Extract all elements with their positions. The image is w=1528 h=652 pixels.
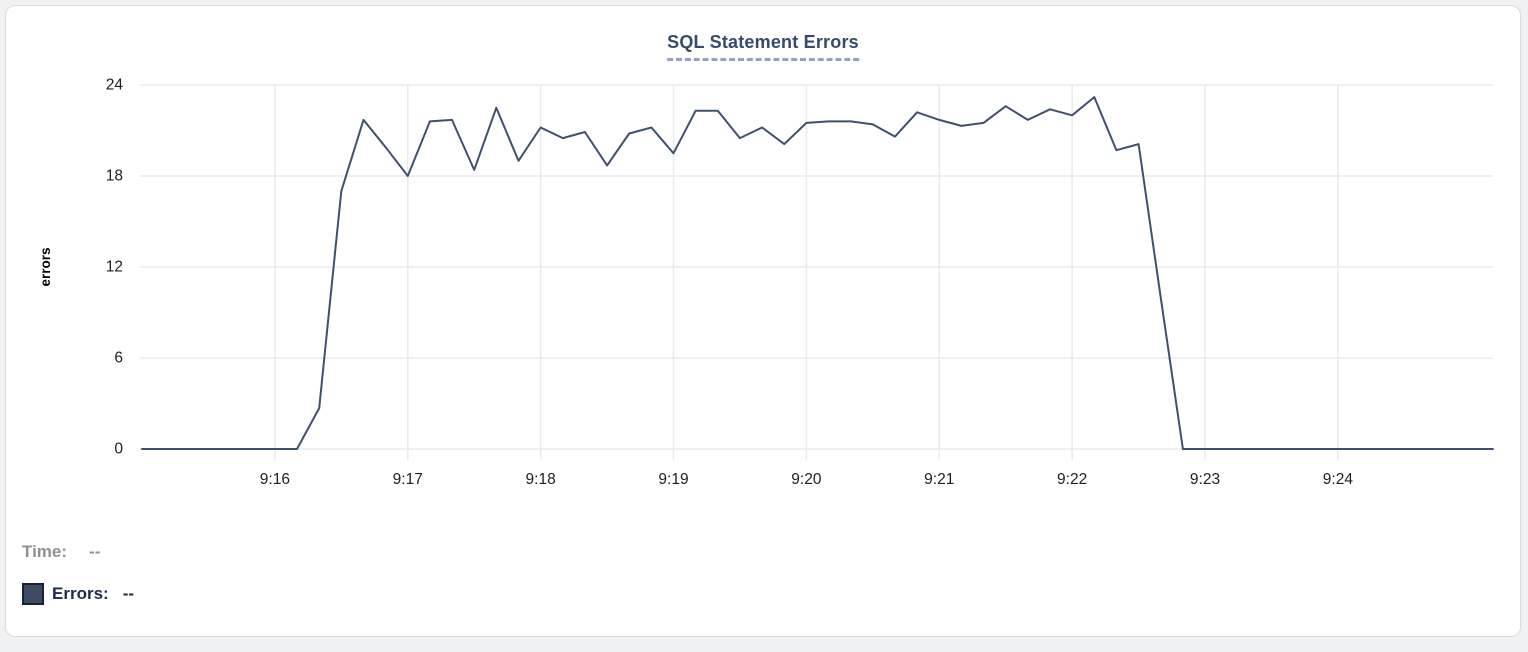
errors-value: --: [122, 584, 135, 603]
x-tick-label: 9:17: [393, 471, 423, 488]
y-tick-label: 12: [106, 259, 123, 276]
x-tick-label: 9:24: [1323, 471, 1354, 488]
x-tick-label: 9:20: [791, 471, 822, 488]
x-tick-label: 9:23: [1190, 471, 1220, 488]
errors-series-line: [141, 96, 1494, 450]
y-tick-label: 18: [106, 168, 123, 185]
chart-title-link[interactable]: SQL Statement Errors: [667, 32, 859, 61]
x-tick-label: 9:16: [260, 471, 290, 488]
errors-line-chart[interactable]: 0 6 12 18 24 9:16 9:17 9:18 9:19 9:20 9:21 9:22 9:23…: [6, 6, 1522, 506]
x-tick-label: 9:19: [658, 471, 688, 488]
errors-series-swatch: [22, 583, 44, 605]
y-tick-label: 6: [114, 350, 123, 367]
x-tick-label: 9:21: [924, 471, 954, 488]
time-value: --: [89, 542, 101, 561]
y-tick-label: 0: [114, 441, 123, 458]
x-tick-label: 9:22: [1057, 471, 1087, 488]
hover-time-row: Time: --: [22, 542, 100, 562]
y-tick-label: 24: [106, 77, 124, 94]
y-axis-title: errors: [38, 247, 53, 286]
errors-label: Errors:: [52, 584, 109, 603]
time-label: Time:: [22, 542, 68, 561]
chart-card: 0 6 12 18 24 9:16 9:17 9:18 9:19 9:20 9:21 9:22 9:23…: [5, 5, 1521, 637]
x-tick-label: 9:18: [526, 471, 556, 488]
legend-errors-row[interactable]: Errors: --: [22, 583, 134, 605]
